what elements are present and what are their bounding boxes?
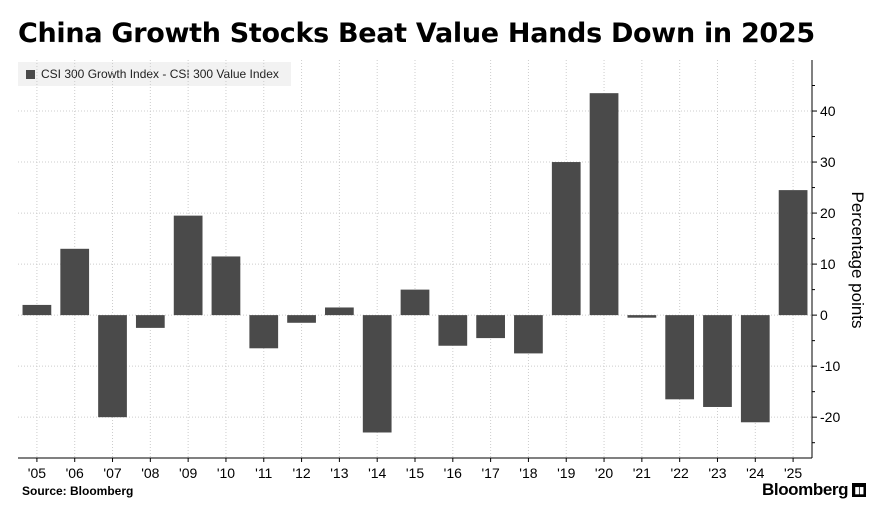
x-tick-label: '10 <box>217 465 235 481</box>
bar-10 <box>211 256 241 316</box>
bars <box>22 93 808 433</box>
bar-13 <box>325 307 354 316</box>
bar-19 <box>551 162 581 316</box>
y-tick-label: -10 <box>820 358 840 374</box>
bar-24 <box>740 315 770 423</box>
y-tick-label: 10 <box>820 256 836 272</box>
x-tick-label: '20 <box>595 465 613 481</box>
bar-08 <box>135 315 165 328</box>
bar-05 <box>22 304 52 316</box>
legend: CSI 300 Growth Index - CSI 300 Value Ind… <box>18 62 291 86</box>
bar-22 <box>665 315 695 400</box>
axes: -20 -10 0 10 20 30 40 '05 '06 '07 '08 '09 '10 '11 '12 '… <box>18 60 840 481</box>
bar-20 <box>589 93 619 316</box>
x-tick-label: '15 <box>406 465 424 481</box>
y-tick-label: 20 <box>820 205 836 221</box>
y-tick-label: 30 <box>820 154 836 170</box>
bar-23 <box>703 315 732 407</box>
y-axis-label: Percentage points <box>848 191 867 328</box>
x-tick-label: '18 <box>519 465 537 481</box>
source-note: Source: Bloomberg <box>22 484 134 498</box>
x-tick-label: '05 <box>28 465 46 481</box>
legend-label: CSI 300 Growth Index - CSI 300 Value Ind… <box>41 67 279 81</box>
x-tick-label: '16 <box>444 465 462 481</box>
y-tick-label: 0 <box>820 307 828 323</box>
bar-17 <box>476 315 505 339</box>
x-tick-label: '07 <box>103 465 121 481</box>
brand-logo: Bloomberg ▮▮ <box>762 480 867 500</box>
bar-21 <box>627 315 657 318</box>
x-tick-label: '12 <box>292 465 310 481</box>
bar-12 <box>287 315 316 323</box>
bar-11 <box>249 315 279 349</box>
x-tick-label: '21 <box>633 465 651 481</box>
x-tick-label: '14 <box>368 465 386 481</box>
x-tick-label: '24 <box>746 465 764 481</box>
bar-14 <box>362 315 392 433</box>
bar-09 <box>173 215 203 316</box>
bar-15 <box>400 289 430 316</box>
x-tick-label: '11 <box>255 465 272 481</box>
bar-06 <box>60 248 90 316</box>
x-tick-label: '23 <box>708 465 726 481</box>
bar-07 <box>98 315 127 418</box>
bar-16 <box>438 315 468 346</box>
chart-title: China Growth Stocks Beat Value Hands Dow… <box>18 18 815 49</box>
brand-name: Bloomberg <box>762 480 849 499</box>
legend-swatch <box>26 69 35 79</box>
x-tick-label: '09 <box>179 465 197 481</box>
y-tick-label: 40 <box>820 103 836 119</box>
x-tick-label: '25 <box>784 465 802 481</box>
x-tick-label: '13 <box>330 465 348 481</box>
bar-25 <box>778 190 808 316</box>
bar-18 <box>514 315 543 354</box>
x-tick-label: '22 <box>671 465 689 481</box>
y-tick-label: -20 <box>820 409 840 425</box>
x-tick-label: '06 <box>66 465 84 481</box>
x-tick-label: '19 <box>557 465 575 481</box>
x-tick-label: '08 <box>141 465 159 481</box>
bloomberg-terminal-icon: ▮▮ <box>852 483 867 497</box>
x-tick-label: '17 <box>481 465 499 481</box>
